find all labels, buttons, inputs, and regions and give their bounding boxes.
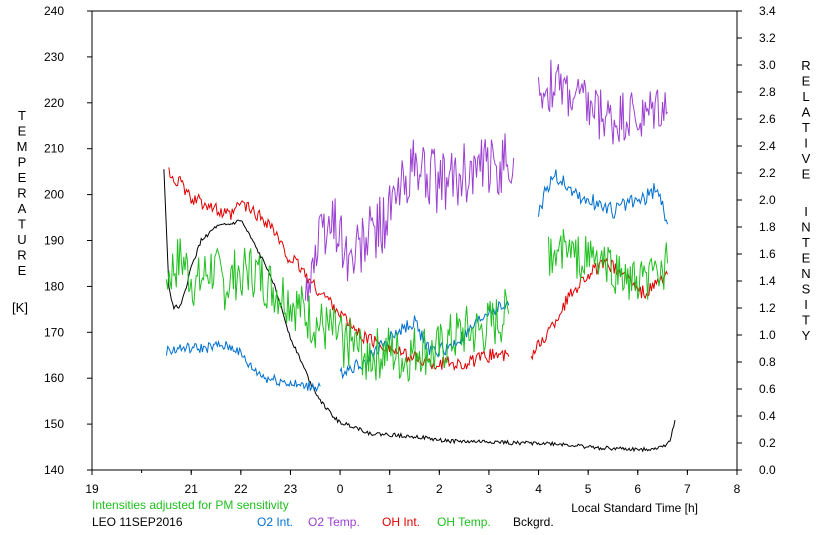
right-axis-ticks: 0.0 0.2 0.4 0.6 0.8 1.0 1.2 1.4 1.6 1.8 2.0 2.2 2.4 2… [737, 4, 776, 477]
left-axis-letter: P [18, 155, 27, 170]
right-tick-label: 2.6 [759, 112, 776, 126]
right-axis-letter: I [804, 136, 808, 151]
right-axis-letter: T [802, 313, 810, 328]
x-tick-label: 3 [486, 482, 493, 496]
data-lines [163, 59, 676, 453]
x-axis-label: Local Standard Time [h] [571, 501, 698, 515]
legend-item-bck: Bckgrd. [513, 515, 554, 529]
right-tick-label: 3.2 [759, 31, 776, 45]
x-tick-label: 5 [585, 482, 592, 496]
left-axis-letter: A [18, 201, 27, 216]
right-axis-letter: T [802, 120, 810, 135]
left-axis-unit: [K] [12, 300, 28, 315]
right-axis-letter: A [802, 105, 811, 120]
right-tick-label: 1.4 [759, 274, 776, 288]
left-axis-letter: M [17, 139, 28, 154]
left-tick-label: 150 [44, 417, 64, 431]
left-tick-label: 160 [44, 371, 64, 385]
right-axis-letter: E [802, 251, 811, 266]
series-o2int-line [165, 339, 321, 393]
left-tick-label: 210 [44, 142, 64, 156]
x-tick-label: 21 [185, 482, 199, 496]
left-tick-label: 230 [44, 50, 64, 64]
legend-item-ohtemp: OH Temp. [437, 515, 491, 529]
x-tick-label: 1 [386, 482, 393, 496]
x-tick-label: 8 [734, 482, 741, 496]
series-bck-line [163, 169, 676, 453]
right-axis-letter: Y [802, 328, 811, 343]
left-tick-label: 180 [44, 279, 64, 293]
right-tick-label: 2.4 [759, 139, 776, 153]
left-axis-letter: R [17, 186, 26, 201]
series-o2temp-line [538, 59, 668, 145]
x-tick-label: 2 [436, 482, 443, 496]
legend-item-ohint: OH Int. [382, 515, 421, 529]
series-o2int-line [538, 169, 668, 225]
left-tick-label: 170 [44, 325, 64, 339]
right-axis-letter: S [802, 282, 811, 297]
right-tick-label: 3.4 [759, 4, 776, 18]
series-o2temp-line [304, 133, 515, 302]
series-ohtemp-line [165, 238, 510, 382]
series-ohtemp-line [548, 229, 668, 300]
right-tick-label: 0.6 [759, 382, 776, 396]
right-axis-letter: T [802, 235, 810, 250]
left-axis-letter: R [17, 248, 26, 263]
right-axis-letter: N [801, 266, 810, 281]
sensitivity-note: Intensities adjusted for PM sensitivity [92, 498, 289, 512]
left-axis-letter: E [18, 170, 27, 185]
x-tick-label: 6 [634, 482, 641, 496]
right-tick-label: 3.0 [759, 58, 776, 72]
right-tick-label: 1.8 [759, 220, 776, 234]
right-axis-letter: L [802, 89, 809, 104]
right-tick-label: 1.6 [759, 247, 776, 261]
right-tick-label: 1.2 [759, 301, 776, 315]
right-axis-letter: V [802, 151, 811, 166]
x-tick-label: 22 [234, 482, 248, 496]
legend-item-o2int: O2 Int. [257, 515, 294, 529]
x-tick-label: 7 [684, 482, 691, 496]
right-tick-label: 0.2 [759, 436, 776, 450]
right-axis-letter: E [802, 167, 811, 182]
left-axis-letter: T [18, 217, 26, 232]
x-tick-label: 4 [535, 482, 542, 496]
left-tick-label: 200 [44, 188, 64, 202]
legend-item-o2temp: O2 Temp. [308, 515, 360, 529]
right-tick-label: 2.0 [759, 193, 776, 207]
series-ohint-line [530, 257, 668, 361]
right-axis-letter: N [801, 220, 810, 235]
x-axis-ticks: 19 21 22 23 0 1 2 3 4 5 6 7 8 [85, 470, 741, 496]
left-tick-label: 240 [44, 4, 64, 18]
right-tick-label: 0.8 [759, 355, 776, 369]
left-axis-letter: T [18, 108, 26, 123]
x-tick-label: 0 [337, 482, 344, 496]
station-label: LEO 11SEP2016 [92, 515, 183, 529]
left-axis-letter: E [18, 263, 27, 278]
left-tick-label: 140 [44, 463, 64, 477]
left-tick-label: 190 [44, 234, 64, 248]
right-tick-label: 0.4 [759, 409, 776, 423]
right-tick-label: 0.0 [759, 463, 776, 477]
x-tick-label: 23 [284, 482, 298, 496]
right-axis-letter: I [804, 204, 808, 219]
right-axis-letter: R [801, 58, 810, 73]
right-tick-label: 1.0 [759, 328, 776, 342]
plot-frame [91, 10, 738, 471]
left-axis-letter: U [17, 232, 26, 247]
series-ohint-line [168, 167, 510, 372]
left-axis-letter: E [18, 124, 27, 139]
left-tick-label: 220 [44, 96, 64, 110]
right-axis-letter: E [802, 74, 811, 89]
right-axis-letter: I [804, 297, 808, 312]
x-tick-label: 19 [85, 482, 99, 496]
right-tick-label: 2.2 [759, 166, 776, 180]
right-tick-label: 2.8 [759, 85, 776, 99]
left-axis-ticks: 140 150 160 170 180 190 200 210 220 230 240 [44, 4, 92, 477]
